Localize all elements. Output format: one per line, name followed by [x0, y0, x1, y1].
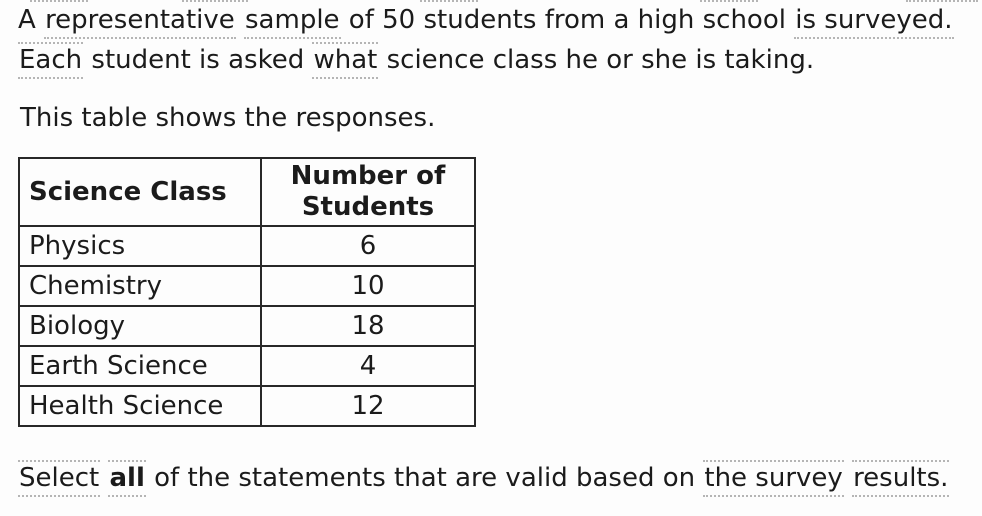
term-each[interactable]: Each — [18, 42, 84, 79]
table-header-row: Science Class Number of Students — [18, 157, 476, 227]
responses-table: Science Class Number of Students Physics… — [18, 157, 476, 427]
table-row: Physics 6 — [18, 225, 476, 267]
term-sample[interactable]: sample — [244, 5, 341, 39]
prompt-line: Select all of the statements that are va… — [18, 458, 950, 498]
intro-text: A — [18, 5, 45, 35]
table-caption: This table shows the responses. — [20, 103, 436, 133]
term-all[interactable]: all — [108, 460, 146, 497]
intro-text: student is asked — [83, 45, 313, 75]
term-is-surveyed[interactable]: is surveyed. — [794, 5, 954, 39]
class-cell: Biology — [18, 305, 262, 347]
responses-table-header: Science Class Number of Students — [18, 157, 476, 227]
cropped-dotted-fragment — [700, 0, 758, 2]
intro-line-1: A representative sample of 50 students f… — [18, 0, 954, 40]
class-cell: Health Science — [18, 385, 262, 427]
cropped-dotted-fragment — [30, 0, 88, 2]
count-cell: 4 — [260, 345, 476, 387]
prompt-text — [844, 463, 852, 493]
intro-text: of 50 students from a high school — [340, 5, 795, 35]
cropped-dotted-fragment — [420, 0, 478, 2]
count-cell: 10 — [260, 265, 476, 307]
prompt-text: of the statements that are valid based o… — [145, 463, 704, 493]
term-what[interactable]: what — [312, 42, 379, 79]
header-number-of-students: Number of Students — [260, 157, 476, 227]
class-cell: Earth Science — [18, 345, 262, 387]
class-cell: Chemistry — [18, 265, 262, 307]
count-cell: 18 — [260, 305, 476, 347]
term-results[interactable]: results. — [852, 460, 950, 497]
term-select[interactable]: Select — [18, 460, 101, 497]
table-row: Chemistry 10 — [18, 265, 476, 307]
table-row: Earth Science 4 — [18, 345, 476, 387]
term-representative[interactable]: representative — [44, 5, 236, 39]
intro-text: science class he or she is taking. — [378, 45, 815, 75]
table-row: Biology 18 — [18, 305, 476, 347]
class-cell: Physics — [18, 225, 262, 267]
intro-paragraph: A representative sample of 50 students f… — [18, 0, 954, 80]
responses-table-body: Physics 6 Chemistry 10 Biology 18 Earth … — [18, 225, 476, 427]
count-cell: 12 — [260, 385, 476, 427]
cropped-dotted-fragment — [182, 0, 248, 2]
table-row: Health Science 12 — [18, 385, 476, 427]
cropped-dotted-fragment — [906, 0, 978, 2]
term-the-survey[interactable]: the survey — [703, 460, 844, 497]
intro-text — [236, 5, 244, 35]
intro-line-2: Each student is asked what science class… — [18, 40, 954, 80]
header-science-class: Science Class — [18, 157, 262, 227]
count-cell: 6 — [260, 225, 476, 267]
